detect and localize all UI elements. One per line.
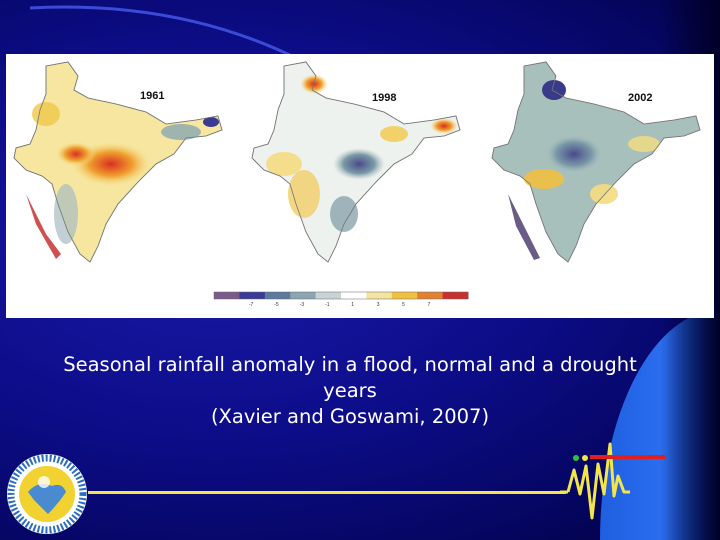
scale-tick-label: -7 xyxy=(249,302,254,308)
color-scale: -7 -5 -3 -1 1 3 5 7 xyxy=(213,291,469,308)
scale-tick-label: -3 xyxy=(300,302,305,308)
scale-swatch xyxy=(391,292,418,299)
map-year-label: 2002 xyxy=(628,92,652,104)
rainfall-anomaly-figure: 1961 1998 2002 -7 -5 -3- xyxy=(6,54,714,318)
scale-tick-label: 3 xyxy=(377,302,380,308)
scale-swatch xyxy=(290,292,317,299)
scale-swatch xyxy=(341,292,367,299)
scale-swatch xyxy=(315,292,342,299)
scale-swatch xyxy=(442,292,469,299)
map-year-label: 1998 xyxy=(372,92,396,104)
scale-border xyxy=(213,291,469,300)
scale-swatch xyxy=(239,292,266,299)
caption-line-2: years xyxy=(323,379,377,402)
caption-line-1: Seasonal rainfall anomaly in a flood, no… xyxy=(63,353,637,376)
scale-swatch xyxy=(417,292,444,299)
seismograph-icon xyxy=(560,442,666,520)
caption-citation: (Xavier and Goswami, 2007) xyxy=(210,405,490,428)
scale-tick-label: 5 xyxy=(402,302,405,308)
india-map-2002: 2002 xyxy=(491,61,701,263)
slide-caption: Seasonal rainfall anomaly in a flood, no… xyxy=(20,352,680,430)
scale-swatch xyxy=(264,292,291,299)
map-panel: 1961 1998 2002 -7 -5 -3- xyxy=(13,61,701,308)
scale-tick-label: 7 xyxy=(428,302,431,308)
india-map-1961: 1961 xyxy=(13,61,223,263)
india-map-1998: 1998 xyxy=(251,61,461,263)
scale-tick-label: -1 xyxy=(325,302,330,308)
scale-swatch xyxy=(214,292,240,299)
map-year-label: 1961 xyxy=(140,90,164,102)
footer-divider xyxy=(88,491,566,494)
scale-swatch xyxy=(366,292,393,299)
scale-tick-label: -5 xyxy=(274,302,279,308)
institute-logo-icon xyxy=(7,454,87,534)
scale-tick-label: 1 xyxy=(351,302,354,308)
